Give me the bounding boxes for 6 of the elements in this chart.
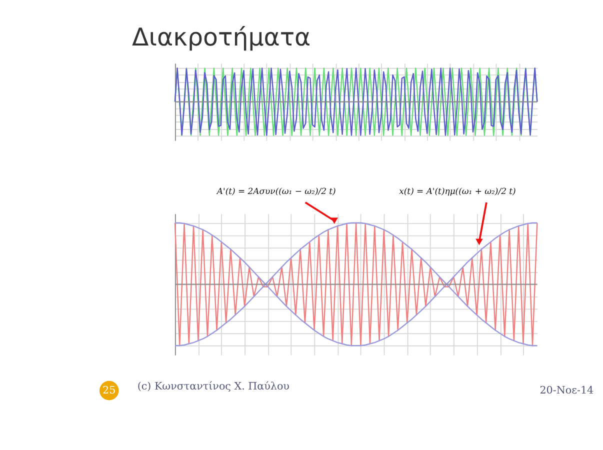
text: A'(t) = 2Aσυν((ω₁ − ω₂)/2 t) bbox=[216, 186, 336, 196]
chart-title: Διακροτήματα bbox=[132, 22, 311, 52]
text: (c) Κωνσταντίνος Χ. Παύλου bbox=[137, 380, 290, 393]
text: 20-Νοε-14 bbox=[540, 384, 594, 396]
text: x(t) = A'(t)ημ((ω₁ + ω₂)/2 t) bbox=[399, 186, 516, 196]
text: 25 bbox=[102, 384, 116, 396]
